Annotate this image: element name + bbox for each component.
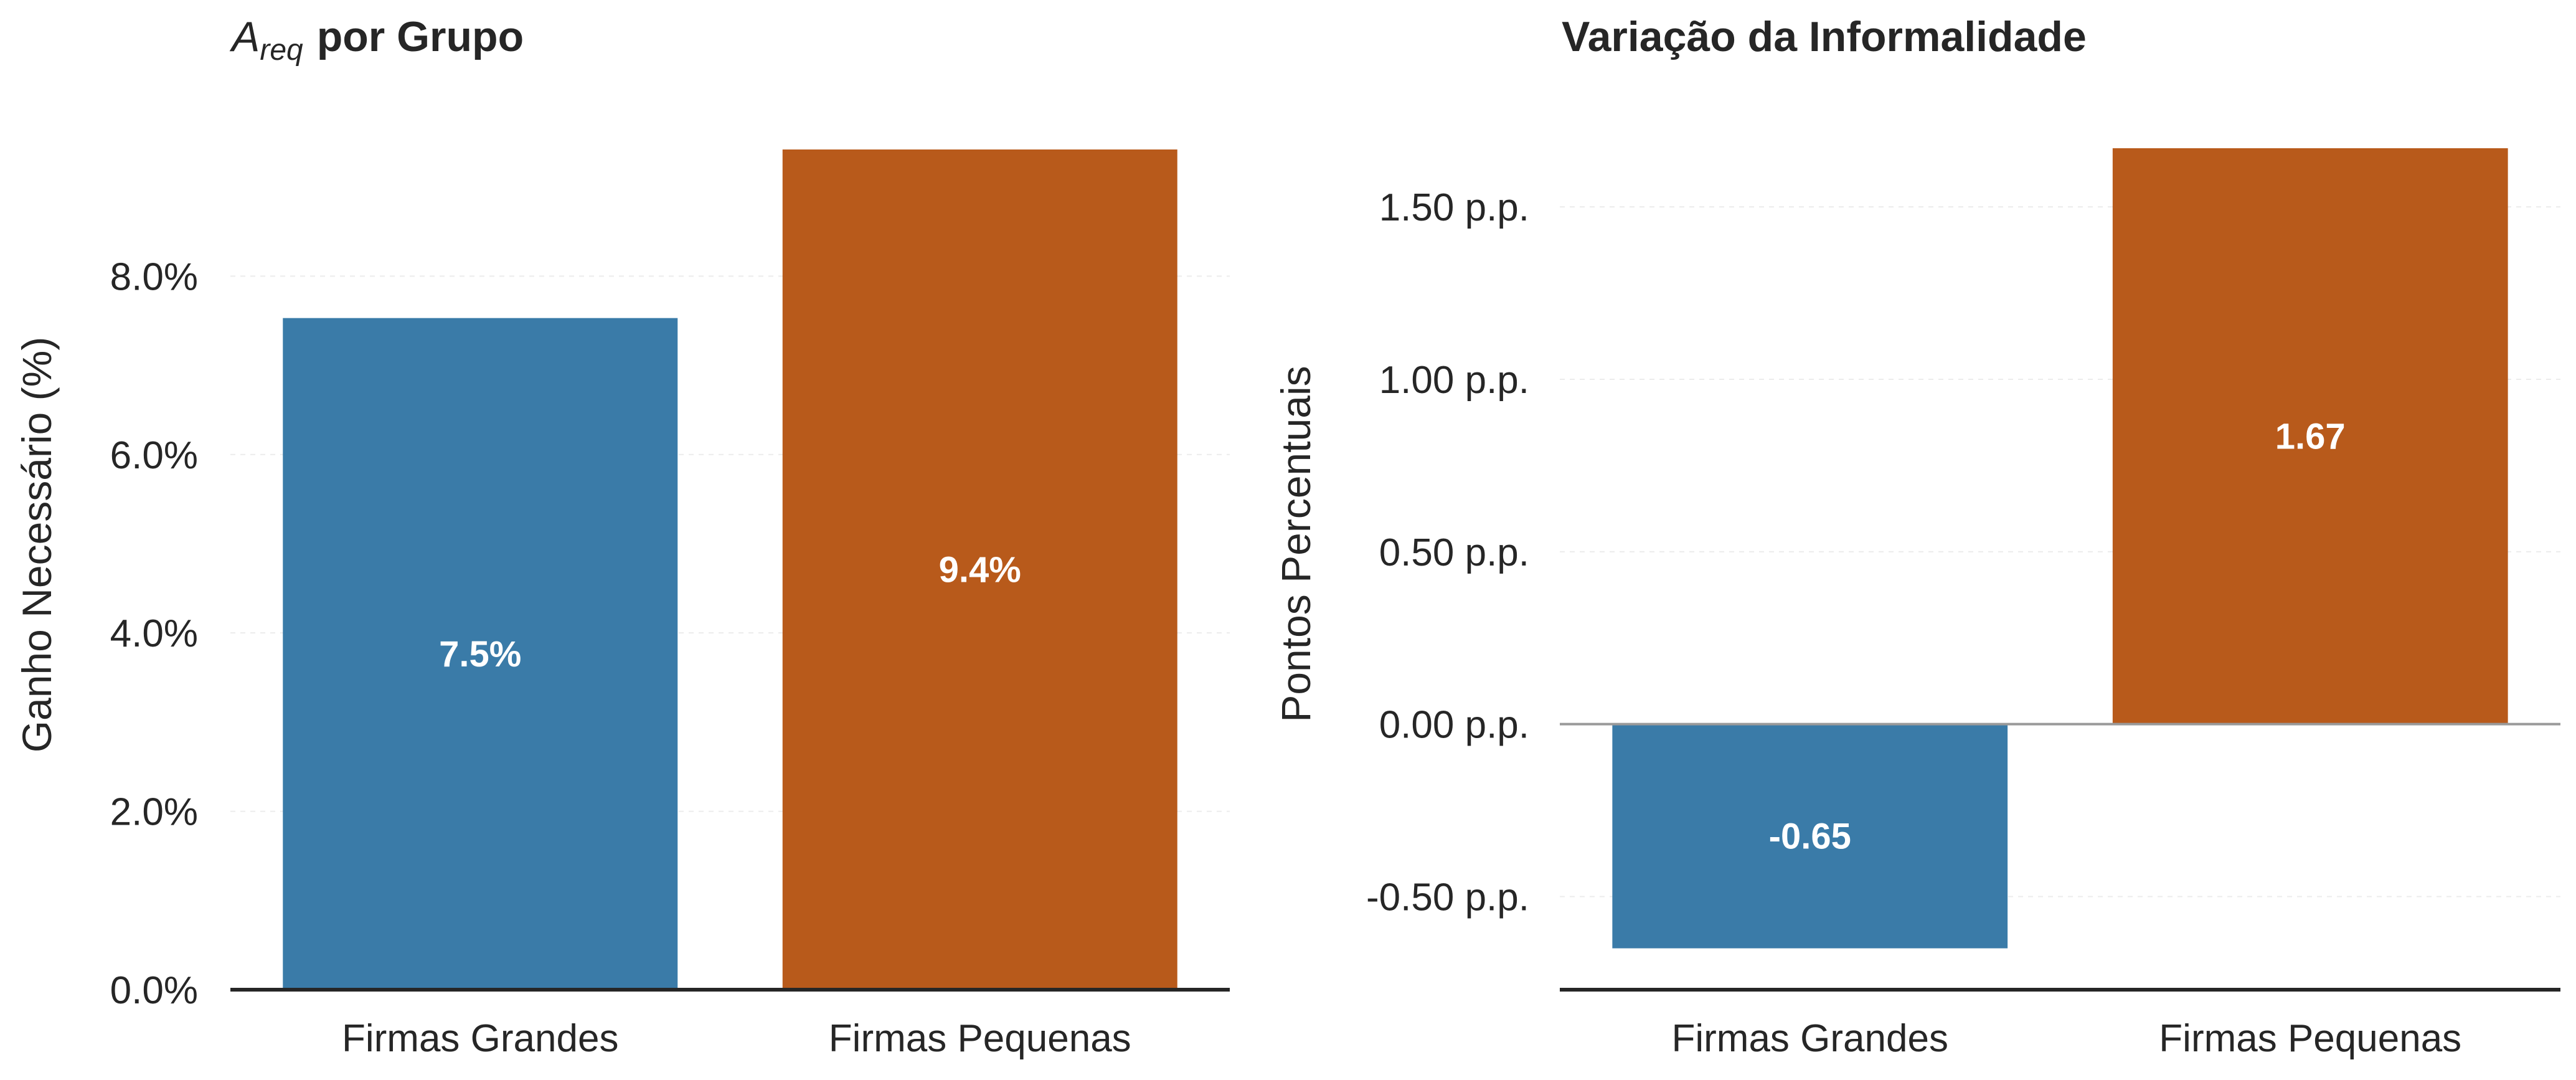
y-axis-label: Ganho Necessário (%) [14,337,60,753]
title-text: por Grupo [317,13,524,60]
chart-title: Variação da Informalidade [1562,13,2087,60]
bar-value-label: -0.65 [1769,817,1851,857]
chart-panel-informality-change: -0.50 p.p. 0.00 p.p. 0.50 p.p. 1.00 p.p. 1.5… [1273,13,2560,1060]
x-tick-label: Firmas Pequenas [2159,1017,2461,1060]
y-tick-label: 0.50 p.p. [1379,531,1529,574]
bar-firmas-pequenas [782,149,1177,990]
y-tick-labels: 0.0% 2.0% 4.0% 6.0% 8.0% [110,255,198,1012]
bar-value-labels: 7.5% 9.4% [439,550,1021,675]
grid-lines [230,275,1230,812]
x-tick-label: Firmas Grandes [342,1017,618,1060]
y-axis-label: Pontos Percentuais [1273,366,1319,722]
y-tick-label: 0.0% [110,969,198,1012]
x-tick-labels: Firmas Grandes Firmas Pequenas [342,1017,1131,1060]
title-math-subscript: req [260,34,303,67]
y-tick-label: 6.0% [110,434,198,477]
chart-panel-required-gain: 0.0%2.0%4.0%6.0%8.0% Firmas Grandes Firma… [14,13,1230,1060]
y-tick-label: 1.00 p.p. [1379,359,1529,402]
x-tick-labels: Firmas Grandes Firmas Pequenas [1672,1017,2462,1060]
y-tick-label: 2.0% [110,791,198,834]
bar-firmas-grandes [1612,724,2008,949]
bar-firmas-pequenas [2112,148,2508,724]
bar-firmas-grandes [283,318,678,990]
bars [283,149,1177,990]
title-math-symbol: A [229,13,260,60]
y-tick-label: 8.0% [110,255,198,298]
y-tick-label: 4.0% [110,612,198,655]
bar-value-label: 9.4% [939,550,1021,590]
y-tick-label: -0.50 p.p. [1366,876,1529,919]
bars [1612,148,2508,949]
x-tick-label: Firmas Pequenas [829,1017,1131,1060]
bar-value-labels: -0.65 1.67 [1769,416,2346,856]
bar-value-label: 1.67 [2275,416,2346,457]
chart-title: Areq por Grupo [229,13,524,67]
y-tick-label: 0.00 p.p. [1379,704,1529,747]
x-tick-label: Firmas Grandes [1672,1017,1948,1060]
y-tick-labels: -0.50 p.p. 0.00 p.p. 0.50 p.p. 1.00 p.p. 1.5… [1366,186,1529,919]
bar-value-label: 7.5% [439,634,521,675]
y-tick-label: 1.50 p.p. [1379,186,1529,229]
